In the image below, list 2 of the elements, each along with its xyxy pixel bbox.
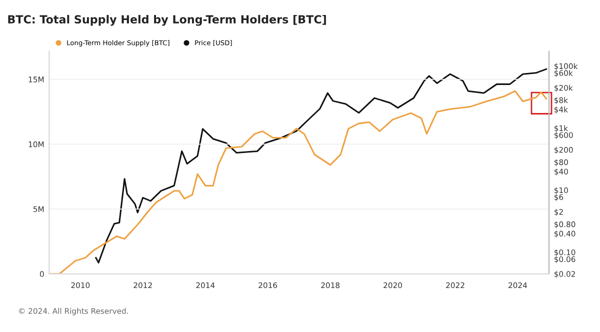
- chart-title: BTC: Total Supply Held by Long-Term Holders [BTC]: [8, 14, 326, 26]
- line-series: [95, 68, 548, 264]
